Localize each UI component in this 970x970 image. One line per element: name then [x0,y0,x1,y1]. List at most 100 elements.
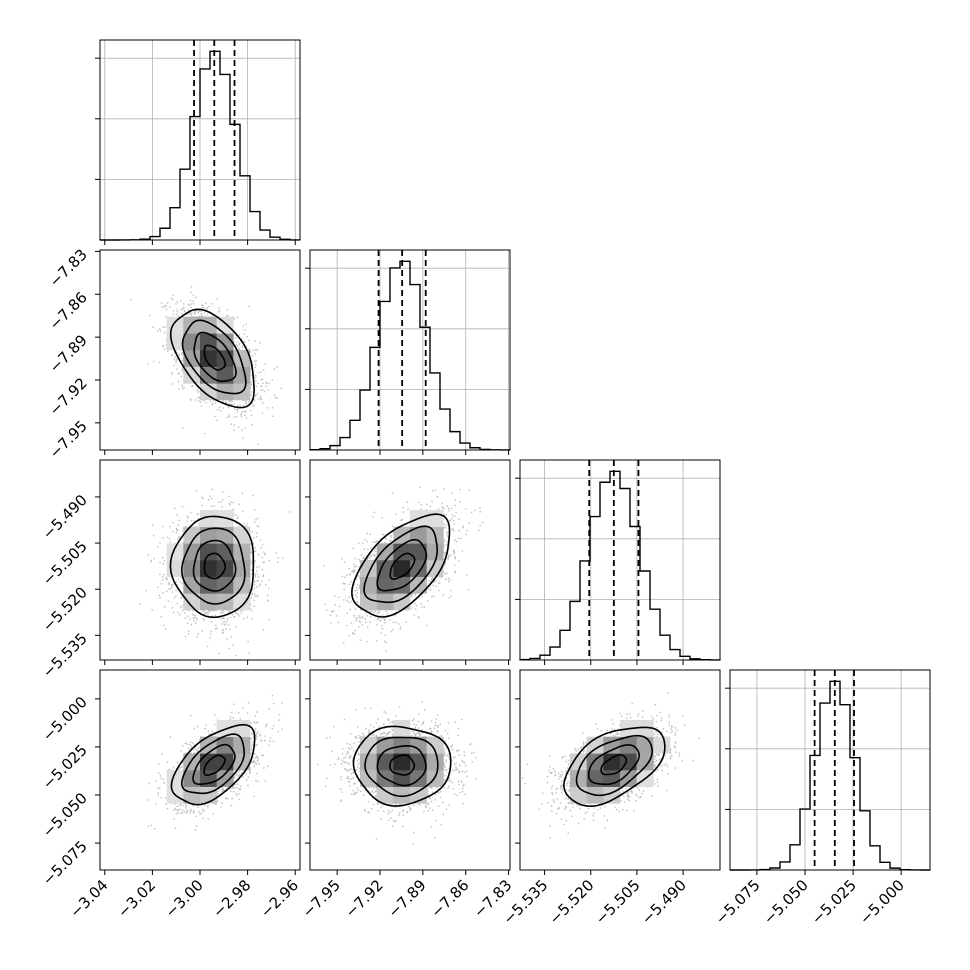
density-cell [376,543,394,561]
density-cell [603,753,621,771]
panel-1-1 [305,249,511,455]
x-tick-label-1-2: −7.89 [384,876,429,921]
x-tick-label-3-3: −5.000 [856,876,908,928]
density-cell [360,593,377,611]
density-cell [200,510,217,527]
density-cell [216,770,234,787]
density-cell [426,543,444,561]
y-tick-label-3-3: −5.000 [39,693,91,745]
y-tick-label-2-1: −5.520 [39,583,91,635]
density-cell [426,510,444,527]
panel-frame [309,459,511,661]
density-cell [620,770,637,787]
contour-1 [376,744,427,787]
density-cell [393,786,411,804]
y-tick-label-1-3: −7.86 [46,288,91,333]
density-cell [570,753,587,771]
density-cell [216,316,234,334]
panel-frame [309,669,511,871]
x-tick-label-3-2: −5.025 [808,876,860,928]
y-tick-label-3-2: −5.025 [39,741,91,793]
contour-1 [587,744,641,786]
contour-1 [192,743,236,785]
density-cell [183,560,201,577]
panel-0-0 [95,39,301,245]
density-cell [216,543,234,561]
density-cell [200,576,217,594]
x-tick-label-0-1: −3.02 [114,876,159,921]
density-cell [376,786,394,804]
panel-3-3 [725,669,931,875]
x-tick-label-0-3: −2.98 [209,876,254,921]
density-cell [200,786,217,804]
panel-2-2 [515,459,721,665]
y-tick-label-1-1: −7.92 [46,374,91,419]
density-cell [233,736,251,754]
x-tick-label-2-2: −5.505 [592,876,644,928]
density-cell [426,736,444,754]
density-cell [200,593,217,611]
y-tick-label-2-0: −5.535 [39,629,91,681]
density-cell [360,576,377,594]
panel-frame [729,669,931,871]
density-cell [233,593,251,611]
x-tick-label-1-3: −7.86 [427,876,472,921]
x-tick-label-2-1: −5.520 [546,876,598,928]
panel-frame [99,39,301,241]
contour-2 [364,736,439,798]
panel-2-1 [305,459,511,665]
y-tick-label-3-1: −5.050 [39,789,91,841]
x-tick-label-2-3: −5.490 [638,876,690,928]
x-tick-label-0-2: −3.00 [162,876,207,921]
panel-frame [519,669,721,871]
contour-3 [169,515,255,619]
panel-3-1 [305,669,511,875]
density-cell [233,350,251,367]
density-cell [183,526,201,544]
panel-frame [519,459,721,661]
contour-3 [352,725,452,807]
y-tick-label-1-2: −7.89 [46,331,91,376]
contour-1 [192,539,237,592]
y-tick-label-3-0: −5.075 [39,837,91,889]
density-cell [636,720,654,737]
density-cell [233,526,251,544]
panel-2-0 [95,459,301,665]
x-tick-label-1-1: −7.92 [342,876,387,921]
panel-frame [99,459,301,661]
density-cell [653,736,671,754]
contour-3 [563,726,666,808]
density-cell [393,560,411,577]
density-cell [570,786,587,804]
panel-3-2 [515,669,721,875]
y-tick-label-2-3: −5.490 [39,491,91,543]
contour-0 [203,344,226,371]
y-tick-label-1-4: −7.83 [46,246,91,291]
contour-1 [193,331,237,383]
density-cell [200,560,217,577]
x-tick-label-0-0: −3.04 [66,876,111,921]
density-cell [183,770,201,787]
density-cell [393,753,411,771]
histogram-3 [729,680,931,871]
y-tick-label-2-2: −5.505 [39,537,91,589]
contour-1 [376,538,428,592]
density-cell [410,736,427,754]
density-cell [216,366,234,384]
density-cell [393,720,411,737]
contour-0 [600,754,628,776]
density-cell [360,753,377,771]
y-tick-label-1-0: −7.95 [46,417,91,462]
density-cell [183,593,201,611]
density-cell [183,366,201,384]
density-cell [200,543,217,561]
density-cell [166,543,184,561]
density-cell [166,770,184,787]
density-cell [166,560,184,577]
density-cell [216,333,234,351]
histogram-1 [309,260,511,451]
density-cell [570,770,587,787]
density-cell [360,770,377,787]
density-cell [426,753,444,771]
